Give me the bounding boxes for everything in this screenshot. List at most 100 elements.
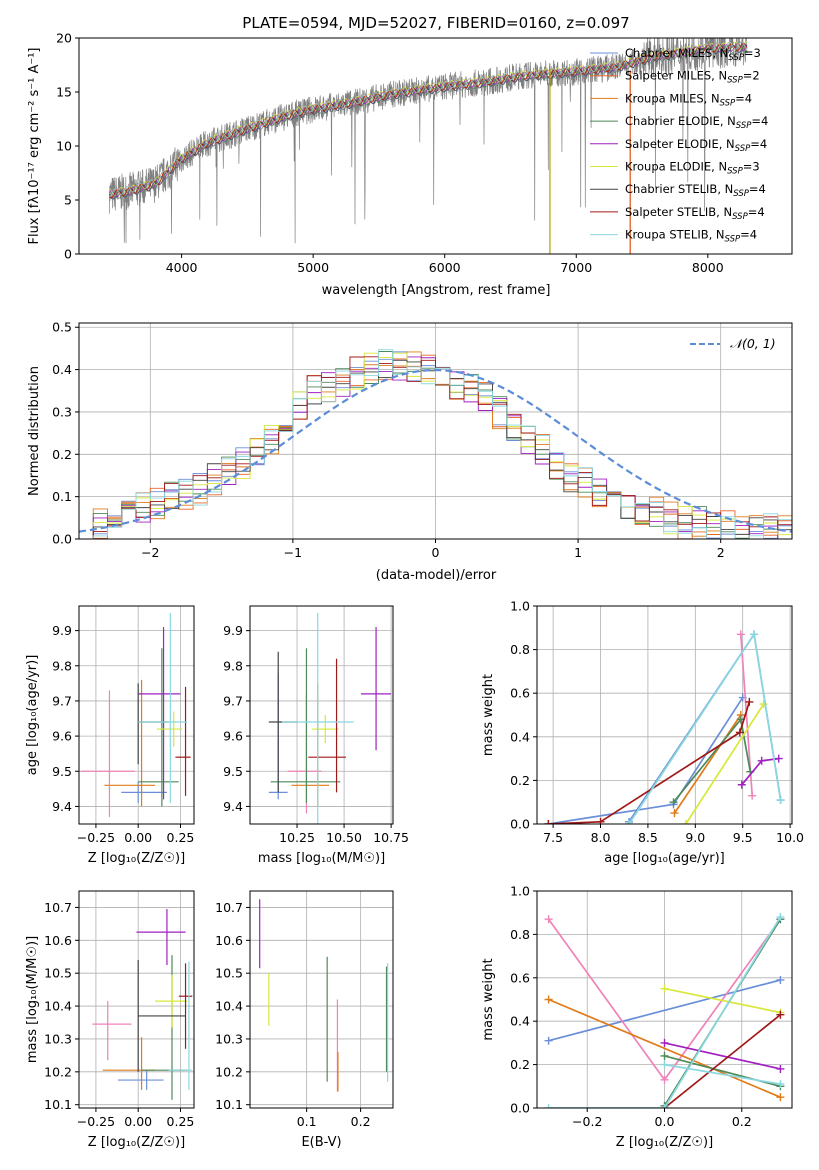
legend-subscript: SSP [727, 76, 743, 86]
spectrum-x-ticks: 4000 5000 6000 7000 8000 [166, 254, 724, 275]
legend-suffix: =4 [748, 205, 765, 219]
spectrum-ytick-label: 20 [56, 31, 72, 46]
age-weight-panel-plot-area [537, 606, 792, 824]
age-weight-panel-xtick-label: 8.0 [591, 830, 611, 845]
weight-marker-5 [776, 1064, 785, 1073]
age-weight-panel-ytick-label: 0.8 [510, 642, 530, 657]
legend-suffix: =4 [750, 137, 767, 151]
z-age-panel-ytick-label: 9.9 [52, 623, 72, 638]
residual-xtick-label: 1 [574, 545, 582, 560]
z-age-panel-ytick-label: 9.5 [52, 764, 72, 779]
weight-marker-9 [750, 630, 759, 639]
age-weight-panel-ytick-label: 0.6 [510, 686, 530, 701]
weight-line-9 [548, 916, 782, 1108]
mass-age-panel-ytick-label: 9.5 [223, 764, 243, 779]
weight-marker-6 [774, 754, 783, 763]
legend-label-9: Kroupa STELIB, NSSP=4 [625, 228, 757, 245]
weight-marker-9 [776, 913, 785, 922]
weight-marker-4 [660, 1051, 669, 1060]
mass-age-panel-ytick-label: 9.4 [223, 799, 243, 814]
age-weight-panel-ytick-label: 0.4 [510, 729, 530, 744]
age-weight-panel: 7.5 8.0 8.5 9.0 9.5 10.0 0.0 0.2 0.4 0.6 0.8 1.0 age… [481, 599, 804, 867]
age-weight-panel-ytick-label: 0.2 [510, 773, 530, 788]
weight-marker-7 [776, 1010, 785, 1019]
age-weight-panel-xlabel: age [log₁₀(age/yr)] [604, 851, 725, 866]
weight-line-10 [664, 1063, 781, 1085]
gaussian-legend-label: 𝒩(0, 1) [730, 336, 776, 351]
residual-ytick-label: 0.4 [52, 362, 72, 377]
z-age-panel-ytick-label: 9.7 [52, 693, 72, 708]
legend-label-7: Chabrier STELIB, NSSP=4 [625, 182, 766, 199]
ebv-mass-panel-plot-area [250, 891, 393, 1108]
legend-label-3: Kroupa MILES, NSSP=4 [625, 91, 752, 108]
spectrum-y-ticks: 0 5 10 15 20 [56, 31, 79, 262]
legend-suffix: =3 [744, 46, 761, 60]
weight-marker-7 [759, 700, 768, 709]
mass-age-panel-xtick-label: 10.50 [326, 830, 362, 845]
weight-marker-7 [681, 820, 690, 824]
mass-age-panel-xlabel: mass [log₁₀(M/M☉)] [258, 851, 385, 866]
weight-line-1 [548, 979, 781, 1042]
gaussian-curve [79, 368, 792, 533]
spectrum-xtick-label: 7000 [560, 260, 592, 275]
z-age-panel-ylabel: age [log₁₀(age/yr)] [25, 655, 40, 776]
age-weight-panel-ylabel: mass weight [481, 674, 496, 756]
z-mass-panel-frame [78, 890, 195, 1109]
ebv-mass-panel-ytick-label: 10.6 [215, 933, 243, 948]
ebv-mass-panel-ytick-label: 10.4 [215, 999, 243, 1014]
z-mass-panel-xlabel: Z [log₁₀(Z/Z☉)] [88, 1135, 185, 1150]
weight-marker-2 [544, 915, 553, 924]
weight-line-7 [663, 1014, 781, 1108]
legend-text: Salpeter STELIB, N [625, 205, 732, 219]
age-weight-panel-xtick-label: 9.5 [733, 830, 753, 845]
weight-marker-4 [748, 791, 757, 800]
ebv-mass-panel-xlabel: E(B-V) [301, 1135, 341, 1150]
z-mass-panel-ytick-label: 10.1 [44, 1097, 72, 1112]
z-age-panel-xtick-label: −0.25 [77, 830, 115, 845]
weight-line-2 [548, 697, 744, 824]
legend-label-4: Chabrier ELODIE, NSSP=4 [625, 114, 768, 131]
residual-xlabel: (data-model)/error [376, 568, 497, 583]
weight-line-3 [673, 714, 742, 814]
z-weight-panel-ytick-label: 0.2 [510, 1057, 530, 1072]
spectrum-plot-area [108, 38, 748, 254]
z-mass-panel: −0.25 0.00 0.25 10.1 10.2 10.3 10.4 10.5 10.6 10.… [25, 890, 195, 1150]
parameter-panels: −0.25 0.00 0.25 9.4 9.5 9.6 9.7 9.8 9.9 Z [log₁₀(… [25, 599, 804, 1151]
model-spectrum-9 [109, 41, 748, 197]
spectrum-ytick-label: 5 [64, 193, 72, 208]
model-spectrum-5 [108, 43, 748, 198]
age-weight-panel-xtick-label: 9.0 [685, 830, 705, 845]
ebv-mass-panel-xtick-label: 0.2 [351, 1114, 371, 1129]
residual-xtick-label: 0 [432, 545, 440, 560]
legend-subscript: SSP [733, 189, 749, 199]
weight-marker-1 [544, 1036, 553, 1045]
spectrum-ylabel: Flux [fλ10⁻¹⁷ erg cm⁻² s⁻¹ A⁻¹] [27, 48, 42, 245]
spectrum-ytick-label: 0 [64, 247, 72, 262]
residual-plot-area [79, 323, 792, 539]
weight-marker-10 [660, 1060, 669, 1069]
age-weight-panel-xtick-label: 7.5 [543, 830, 563, 845]
legend-text: Chabrier STELIB, N [625, 182, 733, 196]
z-age-panel-xlabel: Z [log₁₀(Z/Z☉)] [88, 851, 185, 866]
weight-marker-6 [737, 780, 746, 789]
weight-marker-9 [660, 1104, 669, 1108]
legend-label-5: Salpeter ELODIE, NSSP=4 [625, 137, 767, 154]
z-weight-panel-ytick-label: 0.8 [510, 927, 530, 942]
spectrum-xtick-label: 8000 [692, 260, 724, 275]
spectrum-ytick-label: 15 [56, 85, 72, 100]
model-spectrum-8 [108, 42, 748, 199]
z-weight-panel-ylabel: mass weight [481, 958, 496, 1040]
residual-legend: 𝒩(0, 1) [690, 336, 776, 351]
spectrum-xtick-label: 6000 [429, 260, 461, 275]
residual-xtick-label: 2 [717, 545, 725, 560]
spectrum-xtick-label: 4000 [166, 260, 198, 275]
spectrum-panel: PLATE=0594, MJD=52027, FIBERID=0160, z=0… [27, 14, 793, 298]
legend-text: Chabrier ELODIE, N [625, 114, 736, 128]
residual-ytick-label: 0.3 [52, 404, 72, 419]
legend-text: Salpeter ELODIE, N [625, 137, 735, 151]
legend-subscript: SSP [728, 53, 744, 63]
z-weight-panel: −0.2 0.0 0.2 0.0 0.2 0.4 0.6 0.8 1.0 Z [log₁₀(Z/Z… [481, 884, 793, 1150]
z-mass-panel-ytick-label: 10.2 [44, 1064, 72, 1079]
mass-age-panel-ytick-label: 9.9 [223, 623, 243, 638]
